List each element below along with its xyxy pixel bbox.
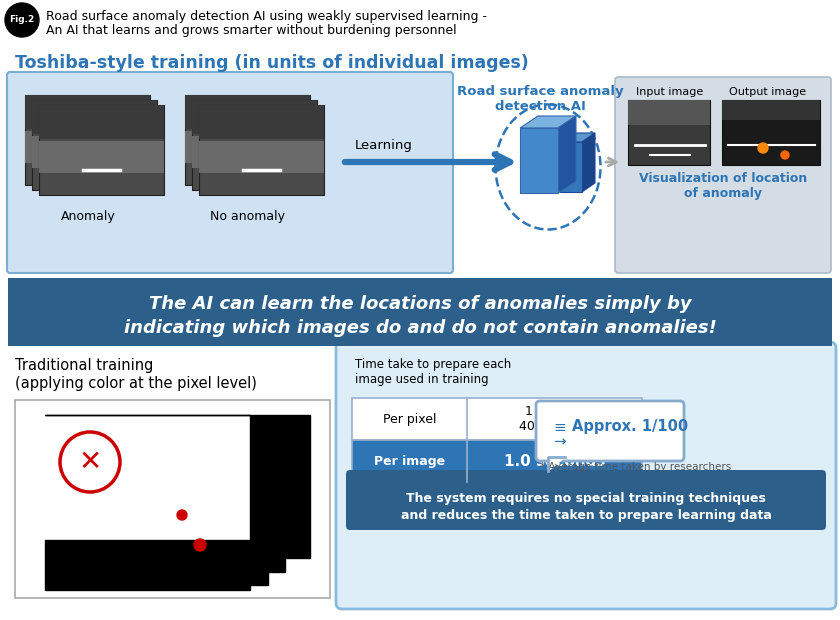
FancyBboxPatch shape (192, 136, 317, 167)
Polygon shape (582, 133, 595, 192)
Text: ✕: ✕ (78, 448, 102, 476)
Text: (applying color at the pixel level): (applying color at the pixel level) (15, 376, 257, 391)
FancyBboxPatch shape (32, 100, 157, 134)
Text: Input image: Input image (637, 87, 704, 97)
Text: Per pixel: Per pixel (383, 412, 436, 425)
FancyBboxPatch shape (39, 141, 164, 172)
FancyBboxPatch shape (8, 278, 832, 346)
Circle shape (781, 151, 789, 159)
Polygon shape (558, 116, 576, 193)
Text: Time take to prepare each
image used in training: Time take to prepare each image used in … (355, 358, 512, 386)
Text: * Average time taken by researchers: * Average time taken by researchers (540, 462, 732, 472)
FancyBboxPatch shape (722, 100, 820, 165)
FancyBboxPatch shape (192, 100, 317, 190)
Circle shape (758, 143, 768, 153)
FancyBboxPatch shape (199, 105, 324, 140)
FancyBboxPatch shape (185, 95, 310, 129)
FancyBboxPatch shape (336, 342, 836, 609)
Text: No anomaly: No anomaly (211, 210, 286, 223)
Text: Output image: Output image (729, 87, 806, 97)
FancyBboxPatch shape (185, 95, 310, 185)
Text: Road surface anomaly detection AI using weakly supervised learning -: Road surface anomaly detection AI using … (46, 10, 487, 23)
FancyBboxPatch shape (25, 95, 150, 129)
Text: Per image: Per image (374, 454, 445, 467)
Text: Fig.2: Fig.2 (9, 16, 34, 25)
Text: Learning: Learning (355, 139, 413, 152)
Polygon shape (560, 142, 582, 192)
Circle shape (194, 539, 206, 551)
Polygon shape (45, 415, 310, 585)
FancyBboxPatch shape (7, 72, 453, 273)
FancyBboxPatch shape (346, 470, 826, 530)
FancyBboxPatch shape (25, 131, 150, 162)
Text: Anomaly: Anomaly (60, 210, 115, 223)
FancyBboxPatch shape (192, 100, 317, 134)
FancyBboxPatch shape (352, 398, 642, 440)
FancyBboxPatch shape (15, 400, 330, 598)
FancyBboxPatch shape (722, 100, 820, 120)
FancyBboxPatch shape (39, 105, 164, 195)
Polygon shape (45, 540, 250, 590)
Text: Traditional training: Traditional training (15, 358, 154, 373)
FancyBboxPatch shape (628, 100, 710, 125)
Polygon shape (560, 133, 595, 142)
Text: ≡: ≡ (553, 420, 566, 435)
Text: →: → (553, 434, 566, 449)
Text: The system requires no special training techniques: The system requires no special training … (406, 492, 766, 505)
Text: Road surface anomaly
detection AI: Road surface anomaly detection AI (457, 85, 623, 113)
FancyBboxPatch shape (32, 100, 157, 190)
Circle shape (60, 432, 120, 492)
FancyBboxPatch shape (25, 95, 150, 185)
Text: Approx. 1/100: Approx. 1/100 (572, 419, 688, 434)
FancyBboxPatch shape (199, 105, 324, 195)
FancyBboxPatch shape (199, 141, 324, 172)
Polygon shape (520, 128, 558, 193)
Text: and reduces the time taken to prepare learning data: and reduces the time taken to prepare le… (401, 509, 771, 522)
Circle shape (177, 510, 187, 520)
FancyBboxPatch shape (628, 100, 710, 165)
Circle shape (5, 3, 39, 37)
Text: Visualization of location
of anomaly: Visualization of location of anomaly (639, 172, 807, 200)
FancyBboxPatch shape (352, 440, 642, 482)
FancyBboxPatch shape (32, 136, 157, 167)
Text: An AI that learns and grows smarter without burdening personnel: An AI that learns and grows smarter with… (46, 24, 457, 37)
Polygon shape (548, 457, 565, 471)
Text: 1 minute,
40 seconds: 1 minute, 40 seconds (519, 405, 590, 433)
FancyBboxPatch shape (39, 105, 164, 140)
FancyBboxPatch shape (536, 401, 684, 461)
FancyBboxPatch shape (185, 131, 310, 162)
Text: Toshiba-style training (in units of individual images): Toshiba-style training (in units of indi… (15, 54, 528, 72)
Polygon shape (520, 116, 576, 128)
Text: The AI can learn the locations of anomalies simply by: The AI can learn the locations of anomal… (149, 295, 691, 313)
Text: indicating which images do and do not contain anomalies!: indicating which images do and do not co… (123, 319, 717, 337)
Text: 1.0 seconds: 1.0 seconds (504, 453, 605, 469)
FancyBboxPatch shape (615, 77, 831, 273)
